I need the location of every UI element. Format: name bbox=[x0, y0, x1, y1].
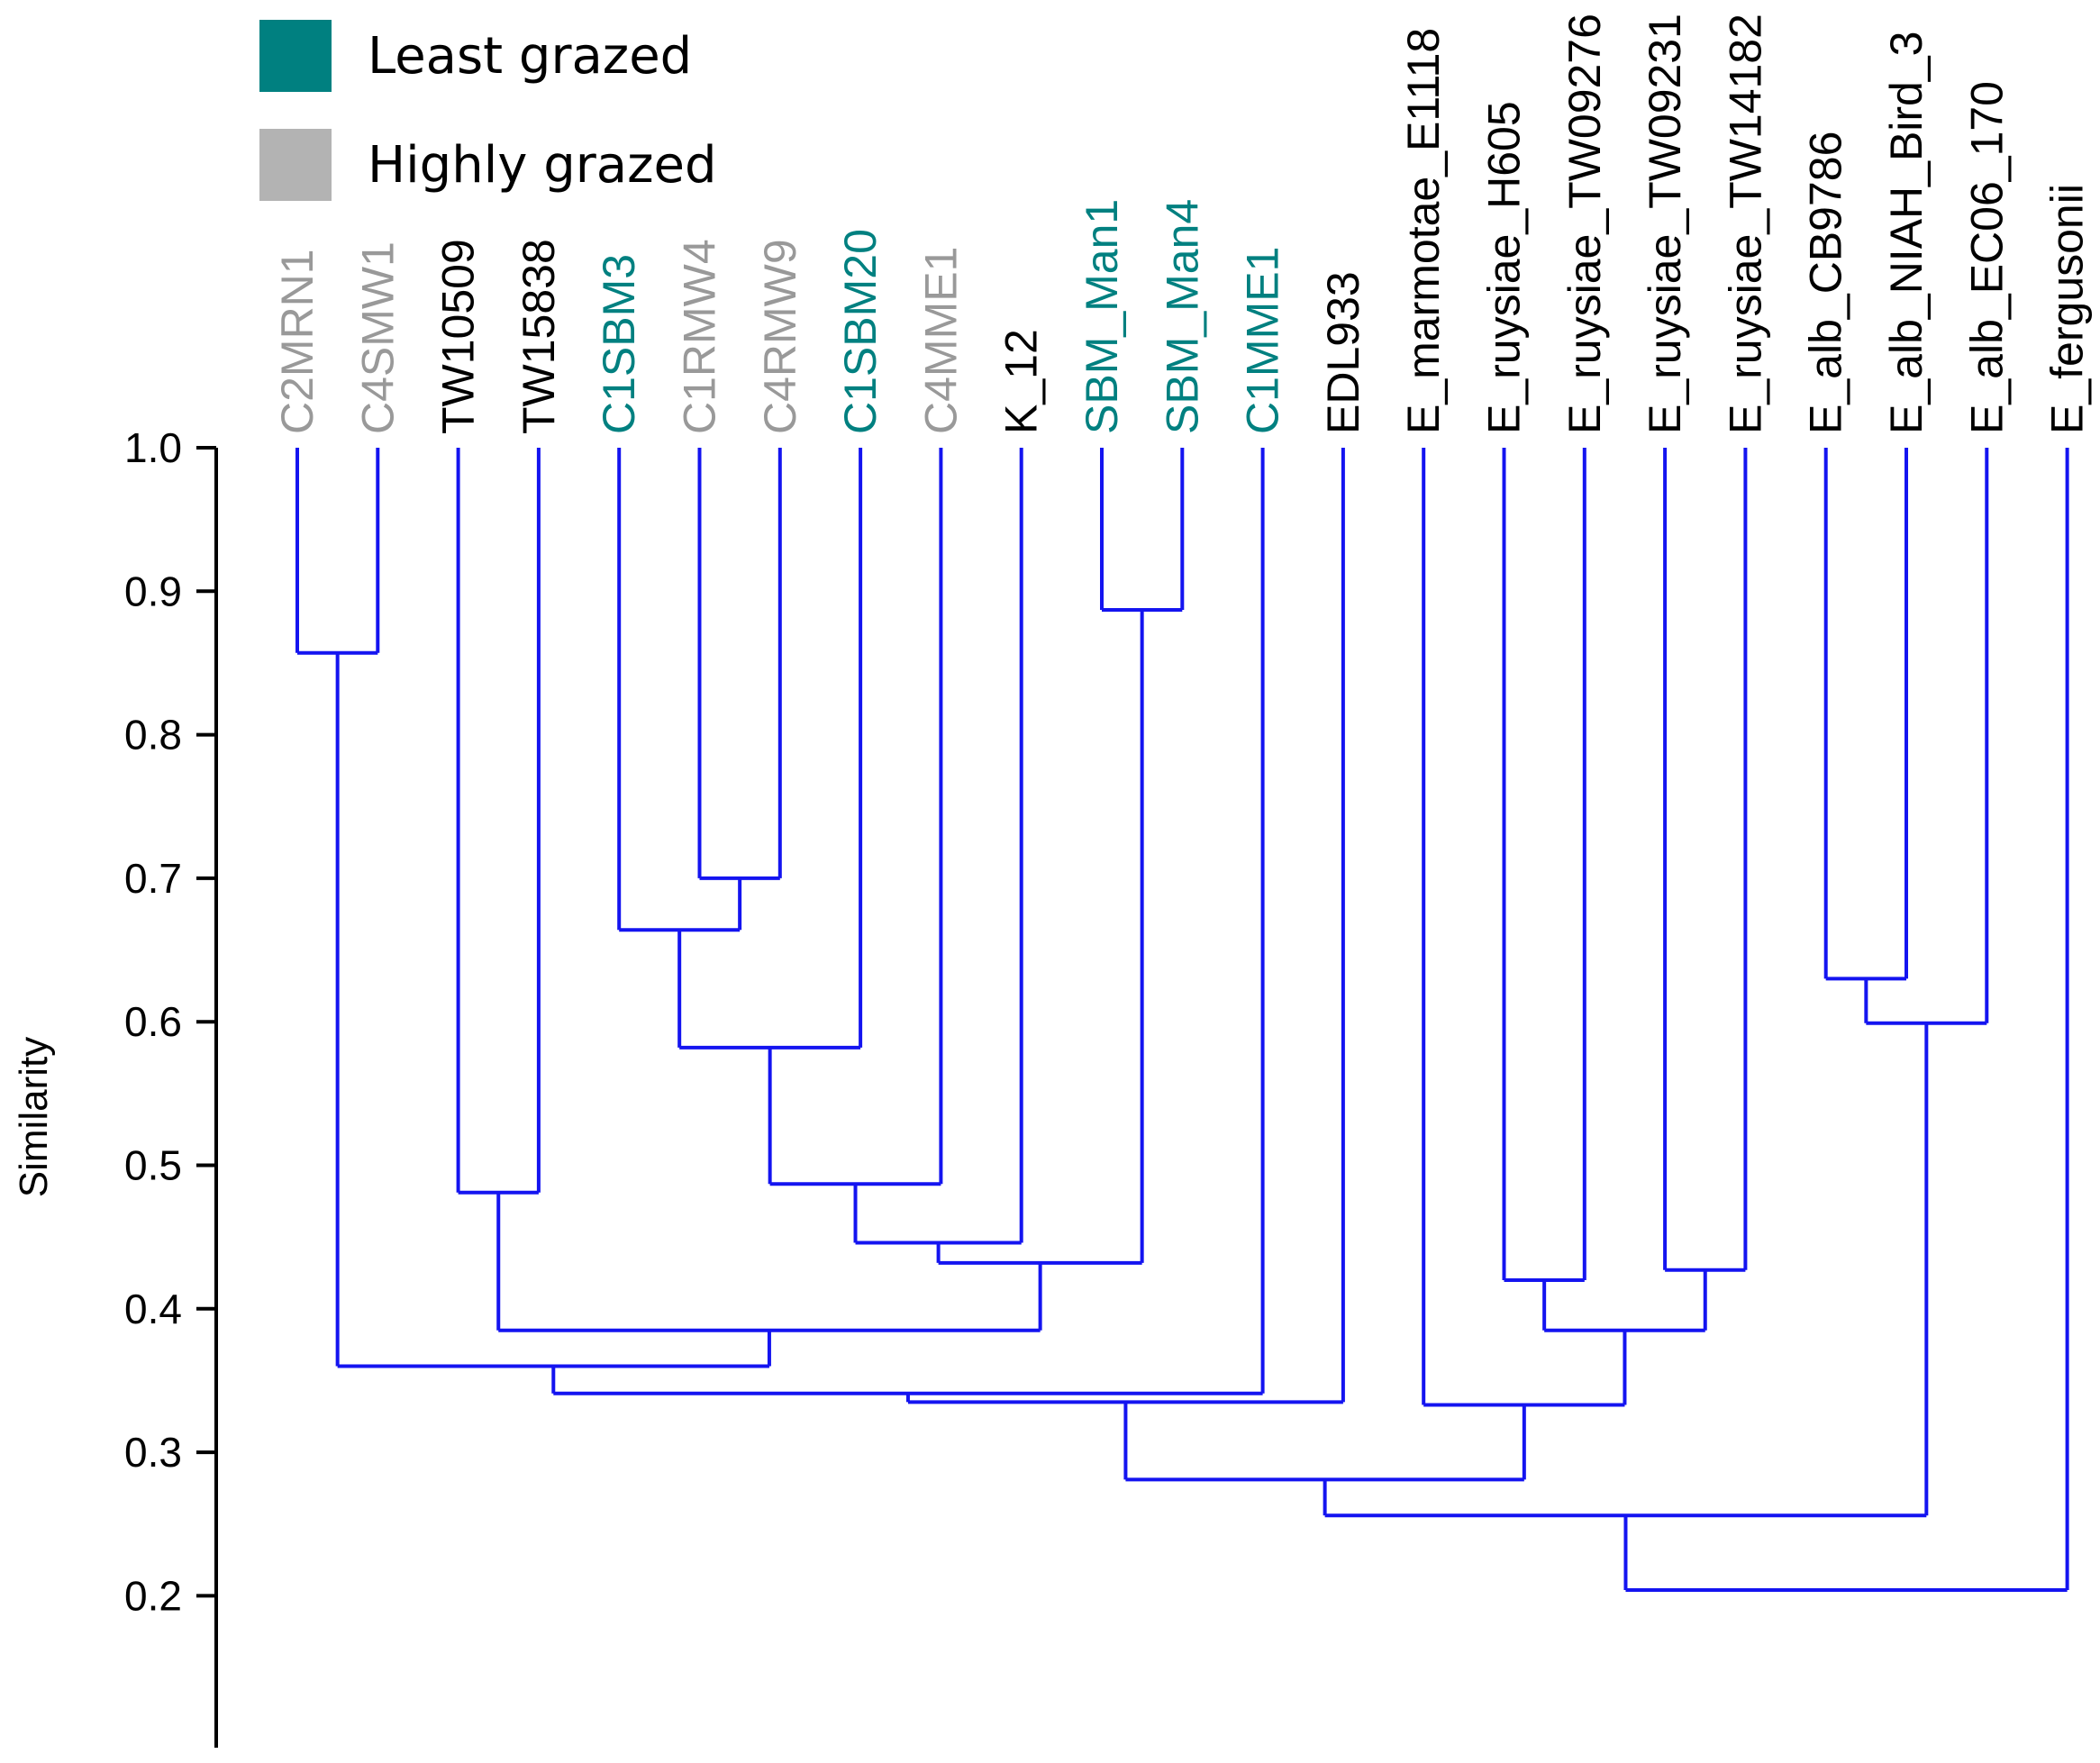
leaf-label-e-ruysiae-tw09231: E_ruysiae_TW09231 bbox=[1640, 14, 1690, 434]
legend-swatch-least-grazed bbox=[259, 20, 332, 92]
y-tick-label: 0.9 bbox=[124, 568, 182, 614]
leaf-label-c4smw1: C4SMW1 bbox=[352, 241, 403, 434]
y-tick-label: 1.0 bbox=[124, 424, 182, 471]
y-axis-title: Similarity bbox=[12, 1037, 56, 1197]
y-tick-label: 0.2 bbox=[124, 1572, 182, 1619]
legend: Least grazed Highly grazed bbox=[259, 20, 717, 201]
leaf-label-e-marmotae-e1118: E_marmotae_E1118 bbox=[1398, 28, 1449, 434]
leaf-label-e-ruysiae-tw14182: E_ruysiae_TW14182 bbox=[1720, 14, 1770, 434]
leaf-label-c2mrn1: C2MRN1 bbox=[272, 249, 323, 434]
leaf-label-c1rmw4: C1RMW4 bbox=[675, 239, 725, 434]
leaf-label-e-alb-cb9786: E_alb_CB9786 bbox=[1801, 132, 1851, 434]
leaf-label-c1mme1: C1MME1 bbox=[1238, 247, 1288, 434]
legend-swatch-highly-grazed bbox=[259, 129, 332, 201]
leaf-label-c4mme1: C4MME1 bbox=[915, 247, 966, 434]
leaf-label-tw15838: TW15838 bbox=[514, 239, 564, 434]
leaf-labels: C2MRN1 C4SMW1 TW10509 TW15838 C1SBM3 C1RMW4 C4… bbox=[272, 14, 2093, 434]
y-tick-label: 0.3 bbox=[124, 1429, 182, 1476]
leaf-label-e-ruysiae-h605: E_ruysiae_H605 bbox=[1479, 101, 1530, 434]
leaf-label-e-ruysiae-tw09276: E_ruysiae_TW09276 bbox=[1559, 14, 1610, 434]
leaf-label-sbm-man4: SBM_Man4 bbox=[1157, 199, 1207, 434]
y-axis: 1.0 0.9 0.8 0.7 0.6 0.5 0.4 0.3 0.2 Similarity bbox=[12, 424, 218, 1748]
y-tick-label: 0.5 bbox=[124, 1142, 182, 1189]
leaf-label-e-fergusonii: E_fergusonii bbox=[2042, 184, 2093, 434]
y-tick-label: 0.6 bbox=[124, 998, 182, 1045]
legend-label-least-grazed: Least grazed bbox=[368, 27, 692, 86]
leaf-label-edl933: EDL933 bbox=[1318, 271, 1368, 434]
leaf-label-tw10509: TW10509 bbox=[433, 239, 484, 434]
y-tick-label: 0.4 bbox=[124, 1286, 182, 1332]
leaf-label-e-alb-niah-bird-3: E_alb_NIAH_Bird_3 bbox=[1881, 32, 1932, 435]
y-axis-ticks: 1.0 0.9 0.8 0.7 0.6 0.5 0.4 0.3 0.2 bbox=[124, 424, 216, 1619]
leaf-label-sbm-man1: SBM_Man1 bbox=[1077, 199, 1127, 434]
dendrogram-branches bbox=[295, 448, 2069, 1593]
y-tick-label: 0.8 bbox=[124, 712, 182, 759]
leaf-label-k-12: K_12 bbox=[996, 329, 1047, 434]
legend-label-highly-grazed: Highly grazed bbox=[368, 136, 717, 195]
y-tick-label: 0.7 bbox=[124, 855, 182, 902]
leaf-label-c1sbm20: C1SBM20 bbox=[835, 229, 886, 434]
leaf-label-c4rmw9: C4RMW9 bbox=[755, 239, 805, 434]
leaf-label-c1sbm3: C1SBM3 bbox=[594, 254, 644, 434]
leaf-label-e-alb-ec06-170: E_alb_EC06_170 bbox=[1961, 81, 2012, 434]
